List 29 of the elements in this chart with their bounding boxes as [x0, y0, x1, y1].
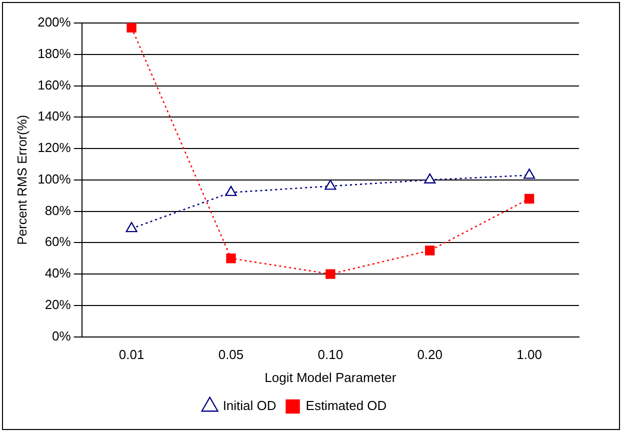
- x-tick-label: 0.01: [118, 347, 144, 362]
- point: [226, 254, 236, 264]
- x-tick-label: 1.00: [516, 347, 542, 362]
- y-tick-label: 160%: [38, 77, 72, 92]
- x-axis-title: Logit Model Parameter: [264, 370, 397, 385]
- x-tick-label: 0.10: [318, 347, 344, 362]
- legend-label: Estimated OD: [306, 398, 387, 414]
- y-tick-label: 140%: [38, 108, 72, 124]
- point: [424, 173, 436, 184]
- y-tick-label: 0%: [52, 328, 72, 344]
- x-tick-label: 0.05: [218, 347, 244, 362]
- x-tick-label: 0.20: [417, 347, 443, 362]
- point: [324, 180, 336, 190]
- y-tick-label: 20%: [44, 297, 72, 312]
- point: [425, 246, 435, 256]
- y-tick-label: 200%: [38, 14, 72, 30]
- y-axis-title: Percent RMS Error(%): [14, 114, 30, 245]
- y-tick-label: 80%: [44, 202, 72, 218]
- y-tick-label: 40%: [44, 266, 72, 281]
- y-tick-label: 60%: [44, 234, 72, 250]
- point: [524, 194, 534, 204]
- point: [326, 269, 336, 279]
- y-tick-label: 100%: [38, 171, 72, 186]
- y-tick-label: 120%: [38, 140, 72, 156]
- legend-label: Initial OD: [222, 398, 276, 414]
- point: [225, 186, 237, 196]
- point: [126, 222, 138, 232]
- y-tick-label: 180%: [38, 46, 72, 61]
- point: [523, 168, 536, 179]
